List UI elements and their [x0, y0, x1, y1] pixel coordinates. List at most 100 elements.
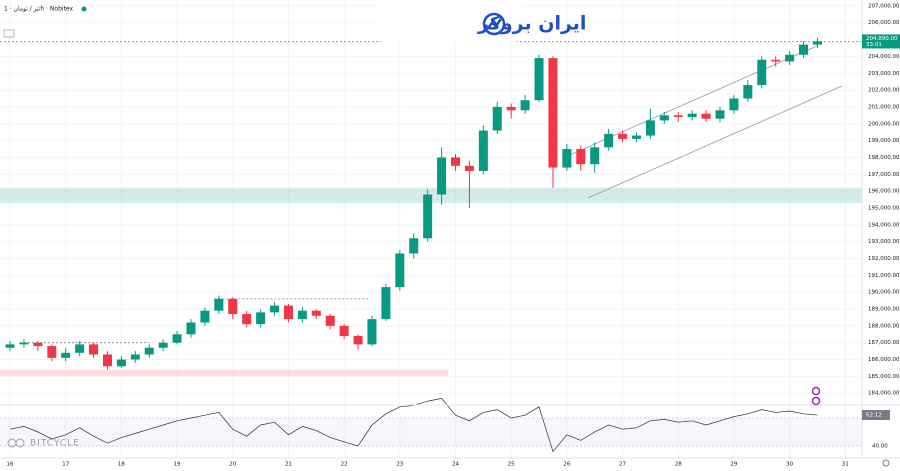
x-tick-label: 30 [786, 462, 793, 468]
y-tick-label: 196,000.00 [868, 189, 900, 195]
candle-body [743, 85, 753, 99]
candle-body [631, 135, 641, 139]
candle-body [5, 344, 15, 348]
y-tick-label: 206,000.00 [868, 20, 900, 26]
candle-body [311, 310, 321, 316]
candle-body [33, 342, 43, 347]
candle-body [367, 319, 377, 345]
x-tick-label: 20 [229, 462, 236, 468]
candle-body [116, 359, 126, 367]
candle-body [604, 133, 614, 148]
candle-body [645, 120, 655, 136]
y-tick-label: 200,000.00 [868, 121, 900, 127]
x-tick-label: 31 [842, 462, 849, 468]
candle-body [464, 165, 474, 171]
zone [0, 369, 449, 377]
candle-body [520, 100, 530, 111]
candle-body [729, 98, 739, 111]
y-tick-label: 194,000.00 [868, 222, 900, 228]
y-tick-label: 184,000.00 [868, 391, 900, 397]
y-tick-label: 192,000.00 [868, 256, 900, 262]
y-tick-label: 185,000.00 [868, 374, 900, 380]
y-tick-label: 204,000.00 [868, 54, 900, 60]
x-tick-label: 16 [7, 462, 14, 468]
candle-body [172, 334, 182, 343]
settings-button[interactable] [882, 459, 890, 467]
symbol-title: تتر / تومان · 1h · Nobitex [4, 6, 74, 13]
candle-body [325, 315, 335, 326]
candle-body [534, 58, 544, 101]
y-tick-label: 198,000.00 [868, 155, 900, 161]
y-tick-label: 189,000.00 [868, 307, 900, 313]
logo-box [376, 0, 522, 42]
candle-body [771, 59, 781, 62]
y-tick-label: 207,000.00 [868, 3, 900, 9]
x-tick-label: 29 [730, 462, 737, 468]
channel-line [587, 85, 843, 199]
candle-body [590, 147, 600, 165]
candle-body [799, 44, 809, 55]
y-tick-label: 193,000.00 [868, 239, 900, 245]
y-tick-label: 191,000.00 [868, 273, 900, 279]
x-tick-label: 24 [452, 462, 459, 468]
candle-body [478, 130, 488, 171]
countdown: 33:01 [866, 42, 882, 48]
candle-body [158, 342, 168, 348]
candle-body [200, 310, 210, 323]
y-tick-label: 202,000.00 [868, 88, 900, 94]
candle-body [130, 354, 140, 360]
candle-body [562, 149, 572, 168]
candle-body [437, 157, 447, 195]
rsi-band [0, 418, 862, 446]
candle-body [144, 347, 154, 355]
candle-body [270, 305, 280, 313]
candle-body [381, 287, 391, 320]
candle-body [102, 354, 112, 367]
y-tick-label: 188,000.00 [868, 323, 900, 329]
x-tick-label: 27 [619, 462, 626, 468]
candle-body [451, 157, 461, 166]
x-tick-label: 18 [118, 462, 125, 468]
y-tick-label: 190,000.00 [868, 290, 900, 296]
candle-body [715, 110, 725, 119]
candle-body [89, 344, 99, 355]
y-tick-label: 195,000.00 [868, 205, 900, 211]
indicator-icons[interactable] [811, 386, 821, 406]
price-label-box [862, 34, 900, 49]
rsi-label-box [862, 410, 890, 421]
y-tick-label: 199,000.00 [868, 138, 900, 144]
x-tick-label: 23 [396, 462, 403, 468]
candle-body [492, 106, 502, 131]
candle-body [47, 346, 57, 358]
candle-body [297, 310, 307, 320]
candle-body [673, 115, 683, 118]
plot [0, 0, 862, 458]
candle-body [228, 298, 238, 315]
watermark: BITCYCLE [30, 439, 80, 449]
candle-body [214, 298, 224, 311]
logo-icon [482, 12, 506, 36]
candle-body [757, 59, 767, 86]
candle-body [423, 194, 433, 239]
candle-body [242, 314, 252, 325]
y-tick-label: 40.00 [872, 443, 888, 449]
candle-body [785, 54, 795, 62]
candle-body [701, 113, 711, 119]
candle-body [19, 342, 29, 345]
y-tick-label: 201,000.00 [868, 104, 900, 110]
x-tick-label: 25 [508, 462, 515, 468]
candle-body [353, 335, 363, 345]
candle-body [618, 133, 628, 139]
candle-body [283, 305, 293, 320]
x-tick-label: 21 [285, 462, 292, 468]
x-tick-label: 19 [174, 462, 181, 468]
candle-body [409, 238, 419, 254]
y-tick-label: 197,000.00 [868, 172, 900, 178]
candle-body [576, 149, 586, 165]
candle-body [75, 344, 85, 353]
x-tick-label: 22 [341, 462, 348, 468]
y-tick-label: 186,000.00 [868, 357, 900, 363]
status-dot [81, 6, 87, 12]
collapse-button[interactable] [3, 29, 15, 38]
